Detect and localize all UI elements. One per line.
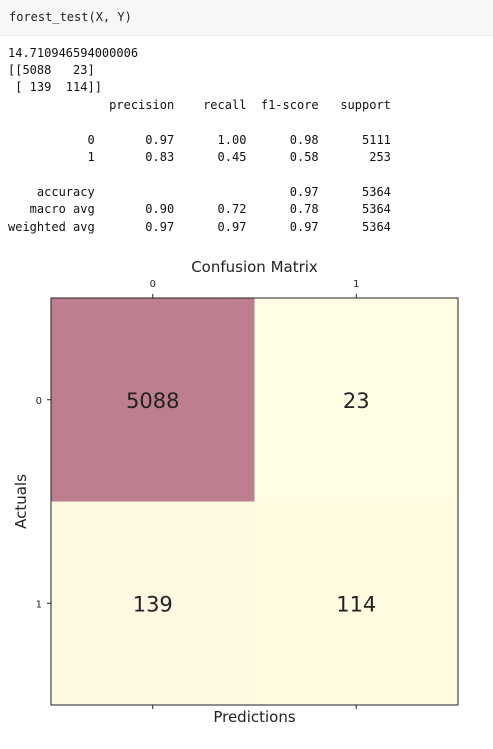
matrix-cell-value: 23: [343, 389, 370, 413]
report-header: precision recall f1-score support: [8, 98, 391, 112]
report-row-class-1: 1 0.83 0.45 0.58 253: [8, 150, 391, 164]
matrix-cell-value: 139: [133, 592, 173, 616]
confusion-matrix-chart: 5088 23 139 114 Confusion Matrix 0 1 0 1 Predicti…: [12, 258, 459, 726]
elapsed-time: 14.710946594000006: [8, 46, 139, 60]
y-axis-label: Actuals: [12, 474, 30, 529]
report-row-weighted-avg: weighted avg 0.97 0.97 0.97 5364: [8, 220, 391, 234]
y-tick-label: 1: [36, 599, 42, 610]
report-row-accuracy: accuracy 0.97 5364: [8, 185, 391, 199]
report-row-class-0: 0 0.97 1.00 0.98 5111: [8, 133, 391, 147]
x-axis-label: Predictions: [213, 708, 296, 726]
matrix-cell: [51, 501, 255, 705]
matrix-cell: [51, 298, 255, 502]
matrix-cell-value: 5088: [126, 389, 179, 413]
matrix-cell: [254, 298, 458, 502]
matrix-line-1: [[5088 23]: [8, 63, 95, 77]
code-cell[interactable]: forest_test(X, Y): [0, 0, 493, 36]
report-row-macro-avg: macro avg 0.90 0.72 0.78 5364: [8, 202, 391, 216]
y-tick-label: 0: [36, 396, 42, 407]
plot-frame: [50, 297, 459, 706]
x-tick-label: 1: [353, 279, 359, 290]
chart-title: Confusion Matrix: [191, 258, 318, 276]
code-source[interactable]: forest_test(X, Y): [9, 10, 132, 24]
matrix-line-2: [ 139 114]]: [8, 80, 102, 94]
matrix-cell-value: 114: [336, 592, 376, 616]
x-tick-label: 0: [150, 279, 156, 290]
matrix-cell: [254, 501, 458, 705]
